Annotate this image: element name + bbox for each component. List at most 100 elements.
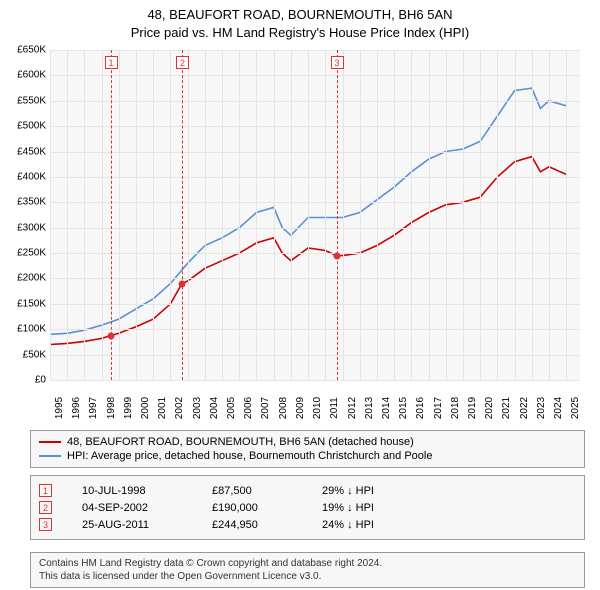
gridline-h (50, 329, 580, 330)
event-table-date: 04-SEP-2002 (82, 502, 212, 514)
page: 48, BEAUFORT ROAD, BOURNEMOUTH, BH6 5AN … (0, 0, 600, 590)
y-axis-label: £0 (35, 375, 50, 386)
gridline-v (222, 50, 223, 380)
x-axis-label: 2016 (411, 397, 426, 419)
y-axis-label: £150K (17, 298, 50, 309)
x-axis-label: 2009 (291, 397, 306, 419)
event-table-price: £244,950 (212, 519, 322, 531)
gridline-h (50, 380, 580, 381)
legend-swatch (39, 441, 61, 443)
gridline-v (429, 50, 430, 380)
gridline-v (360, 50, 361, 380)
x-axis-label: 2008 (274, 397, 289, 419)
gridline-v (274, 50, 275, 380)
legend: 48, BEAUFORT ROAD, BOURNEMOUTH, BH6 5AN … (30, 430, 585, 468)
x-axis-label: 2019 (463, 397, 478, 419)
gridline-h (50, 202, 580, 203)
y-axis-label: £50K (23, 349, 50, 360)
event-line-1 (111, 50, 112, 380)
event-table-diff: 24% ↓ HPI (322, 519, 374, 531)
y-axis-label: £350K (17, 197, 50, 208)
gridline-v (67, 50, 68, 380)
event-point-3 (333, 252, 340, 259)
event-table-price: £190,000 (212, 502, 322, 514)
gridline-v (153, 50, 154, 380)
gridline-v (205, 50, 206, 380)
gridline-v (394, 50, 395, 380)
event-marker-1: 1 (105, 56, 118, 69)
footer-line-2: This data is licensed under the Open Gov… (39, 570, 576, 583)
gridline-h (50, 355, 580, 356)
gridline-v (136, 50, 137, 380)
gridline-h (50, 50, 580, 51)
title-line-1: 48, BEAUFORT ROAD, BOURNEMOUTH, BH6 5AN (0, 6, 600, 24)
x-axis-label: 1999 (119, 397, 134, 419)
x-axis-label: 2004 (205, 397, 220, 419)
event-point-2 (178, 280, 185, 287)
x-axis-label: 2006 (239, 397, 254, 419)
events-table: 110-JUL-1998£87,50029% ↓ HPI 2 04-SEP-2002… (30, 475, 585, 540)
x-axis-label: 2017 (429, 397, 444, 419)
event-table-row: 3 25-AUG-2011£244,95024% ↓ HPI (39, 516, 576, 533)
gridline-h (50, 304, 580, 305)
gridline-v (411, 50, 412, 380)
legend-swatch (39, 455, 61, 457)
gridline-v (325, 50, 326, 380)
legend-row: 48, BEAUFORT ROAD, BOURNEMOUTH, BH6 5AN … (39, 435, 576, 449)
x-axis-label: 1997 (84, 397, 99, 419)
y-axis-label: £300K (17, 222, 50, 233)
gridline-v (256, 50, 257, 380)
gridline-h (50, 228, 580, 229)
event-point-1 (107, 332, 114, 339)
gridline-v (170, 50, 171, 380)
event-table-price: £87,500 (212, 485, 322, 497)
x-axis-label: 2007 (256, 397, 271, 419)
x-axis-label: 1996 (67, 397, 82, 419)
event-table-diff: 19% ↓ HPI (322, 502, 374, 514)
gridline-v (515, 50, 516, 380)
x-axis-label: 2001 (153, 397, 168, 419)
event-table-row: 2 04-SEP-2002£190,00019% ↓ HPI (39, 499, 576, 516)
x-axis-label: 2000 (136, 397, 151, 419)
event-table-row: 110-JUL-1998£87,50029% ↓ HPI (39, 482, 576, 499)
event-line-3 (337, 50, 338, 380)
gridline-h (50, 75, 580, 76)
gridline-v (497, 50, 498, 380)
y-axis-label: £100K (17, 324, 50, 335)
y-axis-label: £650K (17, 45, 50, 56)
gridline-v (377, 50, 378, 380)
x-axis-label: 2002 (170, 397, 185, 419)
gridline-h (50, 177, 580, 178)
legend-label: HPI: Average price, detached house, Bour… (67, 450, 432, 462)
x-axis-label: 2022 (515, 397, 530, 419)
chart-lines (50, 50, 580, 380)
event-table-diff: 29% ↓ HPI (322, 485, 374, 497)
gridline-v (239, 50, 240, 380)
x-axis-label: 2015 (394, 397, 409, 419)
footer: Contains HM Land Registry data © Crown c… (30, 552, 585, 588)
footer-line-1: Contains HM Land Registry data © Crown c… (39, 557, 576, 570)
gridline-v (446, 50, 447, 380)
event-table-marker: 2 (39, 501, 52, 514)
x-axis-label: 2010 (308, 397, 323, 419)
y-axis-label: £250K (17, 248, 50, 259)
event-table-marker: 3 (39, 518, 52, 531)
event-line-2 (182, 50, 183, 380)
x-axis-label: 2018 (446, 397, 461, 419)
gridline-v (50, 50, 51, 380)
x-axis-label: 2021 (497, 397, 512, 419)
event-table-date: 25-AUG-2011 (82, 519, 212, 531)
x-axis-label: 1995 (50, 397, 65, 419)
event-marker-2: 2 (176, 56, 189, 69)
gridline-h (50, 278, 580, 279)
gridline-h (50, 152, 580, 153)
y-axis-label: £400K (17, 171, 50, 182)
event-marker-3: 3 (331, 56, 344, 69)
x-axis-label: 2014 (377, 397, 392, 419)
x-axis-label: 2024 (549, 397, 564, 419)
gridline-v (549, 50, 550, 380)
x-axis-label: 2005 (222, 397, 237, 419)
chart-area: £0£50K£100K£150K£200K£250K£300K£350K£400… (50, 50, 580, 380)
x-axis-label: 2013 (360, 397, 375, 419)
gridline-v (119, 50, 120, 380)
